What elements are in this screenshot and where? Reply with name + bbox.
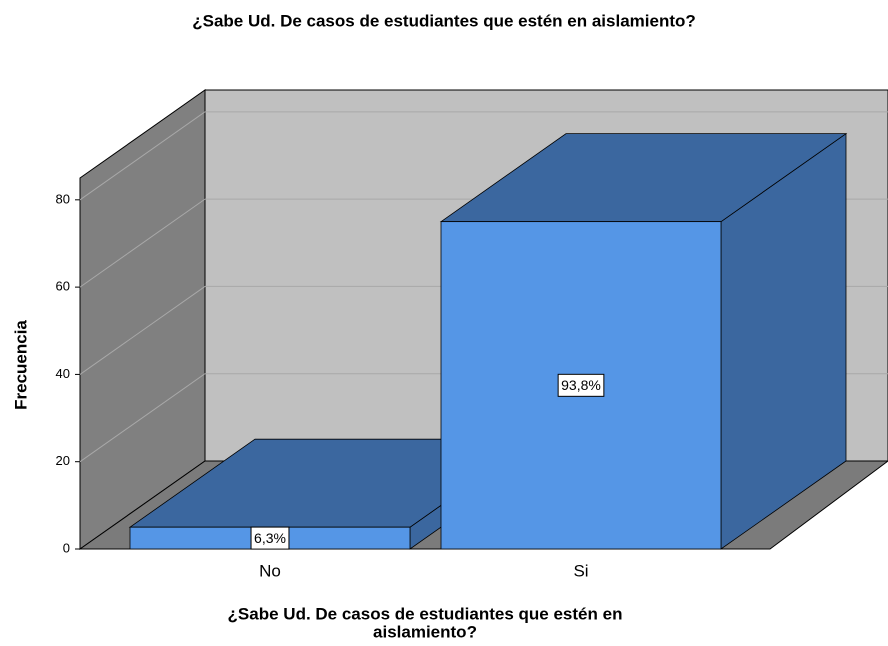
y-tick-label: 0 bbox=[63, 540, 70, 555]
grid-line bbox=[79, 286, 206, 375]
chart-title: ¿Sabe Ud. De casos de estudiantes que es… bbox=[192, 11, 696, 30]
y-tick-label: 20 bbox=[56, 453, 70, 468]
grid-line bbox=[79, 111, 206, 201]
value-label: 6,3% bbox=[254, 530, 286, 546]
y-tick-label: 40 bbox=[56, 366, 70, 381]
y-tick-label: 60 bbox=[56, 279, 70, 294]
grid-line bbox=[79, 373, 206, 463]
x-tick-label: No bbox=[259, 561, 281, 580]
value-label: 93,8% bbox=[561, 377, 601, 393]
value-label-box bbox=[250, 526, 290, 550]
x-axis-title: aislamiento? bbox=[373, 622, 477, 641]
x-axis-title: ¿Sabe Ud. De casos de estudiantes que es… bbox=[228, 604, 623, 623]
grid-line bbox=[79, 198, 206, 288]
y-tick-label: 80 bbox=[56, 191, 70, 206]
x-tick-label: Si bbox=[573, 561, 588, 580]
value-label-box bbox=[557, 373, 605, 397]
y-axis-title: Frecuencia bbox=[11, 320, 30, 410]
